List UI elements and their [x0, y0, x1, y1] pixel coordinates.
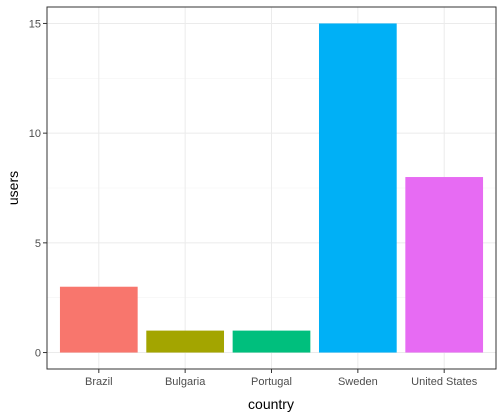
y-tick-label: 10 [29, 128, 41, 140]
y-tick-label: 5 [35, 238, 41, 250]
bar-bulgaria [146, 330, 225, 353]
x-tick-label: Sweden [338, 376, 378, 388]
x-tick-label: United States [411, 376, 478, 388]
x-tick-label: Bulgaria [165, 376, 206, 388]
y-axis: 0 5 10 15 [29, 18, 47, 360]
bars [59, 23, 484, 353]
y-tick-label: 0 [35, 348, 41, 360]
x-axis-title: country [248, 396, 294, 412]
bar-united-states [405, 177, 484, 353]
bar-sweden [318, 23, 397, 353]
y-axis-title: users [5, 171, 21, 205]
bar-portugal [232, 330, 311, 353]
x-tick-label: Portugal [251, 376, 292, 388]
bar-brazil [59, 286, 138, 353]
x-tick-label: Brazil [85, 376, 113, 388]
y-tick-label: 15 [29, 18, 41, 30]
x-axis: Brazil Bulgaria Portugal Sweden United State… [85, 369, 478, 388]
